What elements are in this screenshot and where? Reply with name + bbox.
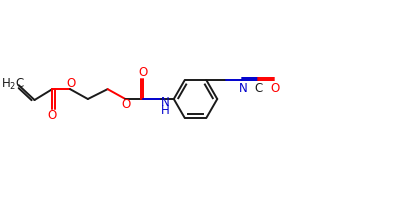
Text: H$_2$C: H$_2$C [1, 77, 25, 92]
Text: O: O [66, 77, 76, 90]
Text: N: N [160, 96, 169, 109]
Text: O: O [138, 66, 148, 79]
Text: O: O [122, 98, 131, 111]
Text: C: C [255, 82, 263, 95]
Text: H: H [160, 104, 169, 117]
Text: O: O [48, 109, 57, 122]
Text: O: O [270, 82, 279, 95]
Text: N: N [238, 82, 247, 95]
